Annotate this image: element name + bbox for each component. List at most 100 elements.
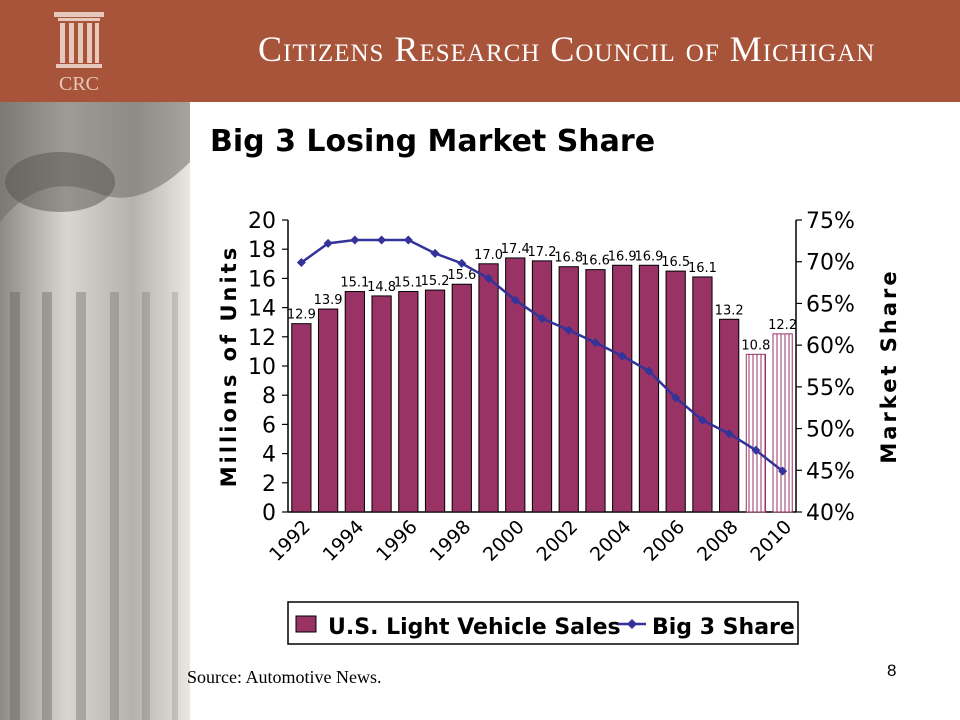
page-number: 8 xyxy=(887,661,897,680)
y-tick-label: 4 xyxy=(262,443,276,468)
y2-tick-label: 65% xyxy=(806,292,855,317)
x-tick-label: 1996 xyxy=(372,516,422,566)
share-point xyxy=(671,393,681,403)
sales-bar xyxy=(505,257,526,513)
crc-logo: CRC xyxy=(54,12,104,95)
share-point xyxy=(697,415,707,425)
sales-bar xyxy=(398,291,419,513)
sales-bar xyxy=(451,283,472,513)
share-point xyxy=(751,445,761,455)
bar-value-label: 10.8 xyxy=(741,338,770,353)
sales-bar xyxy=(692,276,713,513)
sales-bar xyxy=(291,323,312,513)
share-point xyxy=(403,235,413,245)
y-tick-label: 16 xyxy=(248,267,276,292)
x-tick-label: 1994 xyxy=(319,516,369,566)
bar-value-label: 17.0 xyxy=(474,248,503,263)
source-note: Source: Automotive News. xyxy=(187,667,382,687)
share-point xyxy=(617,351,627,361)
sales-bar xyxy=(317,308,339,513)
legend-sales-label: U.S. Light Vehicle Sales xyxy=(328,615,621,640)
org-name: Citizens Research Council of Michigan xyxy=(258,29,876,69)
x-tick-label: 2004 xyxy=(586,516,636,566)
sales-bar xyxy=(665,270,686,513)
bar-value-label: 15.1 xyxy=(394,276,423,291)
header-banner: CRC Citizens Research Council of Michiga… xyxy=(0,0,960,102)
slide-title: Big 3 Losing Market Share xyxy=(210,124,656,159)
y2-tick-label: 75% xyxy=(806,209,855,234)
y2-tick-label: 45% xyxy=(806,459,855,484)
sales-bar xyxy=(478,263,499,513)
y-tick-label: 8 xyxy=(262,384,276,409)
bar-value-label: 16.8 xyxy=(554,251,583,266)
bar-value-label: 17.2 xyxy=(528,245,557,260)
y-tick-label: 6 xyxy=(262,413,276,438)
share-point xyxy=(590,338,600,348)
y2-tick-label: 40% xyxy=(806,501,855,526)
y-tick-label: 18 xyxy=(248,238,276,263)
sales-bar xyxy=(638,264,660,513)
share-point xyxy=(564,325,574,335)
share-point xyxy=(537,313,547,323)
sales-bar xyxy=(585,269,606,513)
share-point xyxy=(430,248,440,258)
legend-box xyxy=(287,601,799,645)
sales-bar xyxy=(531,260,553,513)
x-tick-label: 2002 xyxy=(533,516,583,566)
bar-value-label: 12.2 xyxy=(768,318,797,333)
bar-value-label: 13.9 xyxy=(314,293,343,308)
y-tick-label: 0 xyxy=(262,501,276,526)
share-point xyxy=(724,429,734,439)
bar-value-label: 15.2 xyxy=(421,274,450,289)
legend-sales-swatch xyxy=(295,615,317,633)
y-axis-title: Millions of Units xyxy=(217,245,241,488)
bar-value-label: 16.5 xyxy=(661,255,690,270)
y-tick-label: 14 xyxy=(248,297,276,322)
projected-sales-bar xyxy=(745,353,767,513)
logo-text: CRC xyxy=(59,73,99,95)
y2-tick-label: 50% xyxy=(806,418,855,443)
share-point xyxy=(377,235,387,245)
bar-value-label: 16.1 xyxy=(688,261,717,276)
sales-bar xyxy=(344,291,365,513)
x-tick-label: 2008 xyxy=(693,516,743,566)
share-point xyxy=(484,273,494,283)
y-tick-label: 12 xyxy=(248,326,276,351)
projected-sales-bar xyxy=(772,333,793,513)
y2-tick-label: 70% xyxy=(806,251,855,276)
bar-value-label: 15.6 xyxy=(447,268,476,283)
bar-value-label: 17.4 xyxy=(501,242,530,257)
bar-value-label: 12.9 xyxy=(287,308,316,323)
chart-bar-labels: 12.913.915.114.815.115.215.617.017.417.2… xyxy=(287,242,797,353)
bar-value-label: 16.9 xyxy=(634,249,663,264)
x-tick-label: 2010 xyxy=(746,516,796,566)
y2-tick-label: 60% xyxy=(806,334,855,359)
share-point xyxy=(350,235,360,245)
sales-bar xyxy=(719,318,740,513)
share-point xyxy=(644,366,654,376)
pillar-image xyxy=(0,102,190,720)
sales-bar xyxy=(612,264,633,513)
y2-tick-label: 55% xyxy=(806,376,855,401)
bar-value-label: 16.9 xyxy=(608,249,637,264)
y-tick-label: 20 xyxy=(248,209,276,234)
x-tick-label: 2006 xyxy=(639,516,689,566)
chart: 0 2 4 6 8 10 12 14 16 18 20 40% 45% 50% 55% 60% 65% 70% 75… xyxy=(217,209,901,645)
chart-legend: U.S. Light Vehicle Sales Big 3 Share xyxy=(287,601,799,645)
sales-bar xyxy=(558,266,579,513)
y-tick-label: 2 xyxy=(262,472,276,497)
sales-bar xyxy=(424,289,446,513)
share-point xyxy=(323,238,333,248)
bar-value-label: 13.2 xyxy=(715,303,744,318)
x-tick-label: 1998 xyxy=(426,516,476,566)
share-point xyxy=(510,295,520,305)
sales-bar xyxy=(371,295,392,513)
legend-share-label: Big 3 Share xyxy=(652,615,795,640)
y-tick-label: 10 xyxy=(248,355,276,380)
bar-value-label: 15.1 xyxy=(340,276,369,291)
legend-share-marker xyxy=(627,619,637,629)
x-tick-label: 2000 xyxy=(479,516,529,566)
share-point xyxy=(296,258,306,268)
share-point xyxy=(778,466,788,476)
bar-value-label: 16.6 xyxy=(581,254,610,269)
